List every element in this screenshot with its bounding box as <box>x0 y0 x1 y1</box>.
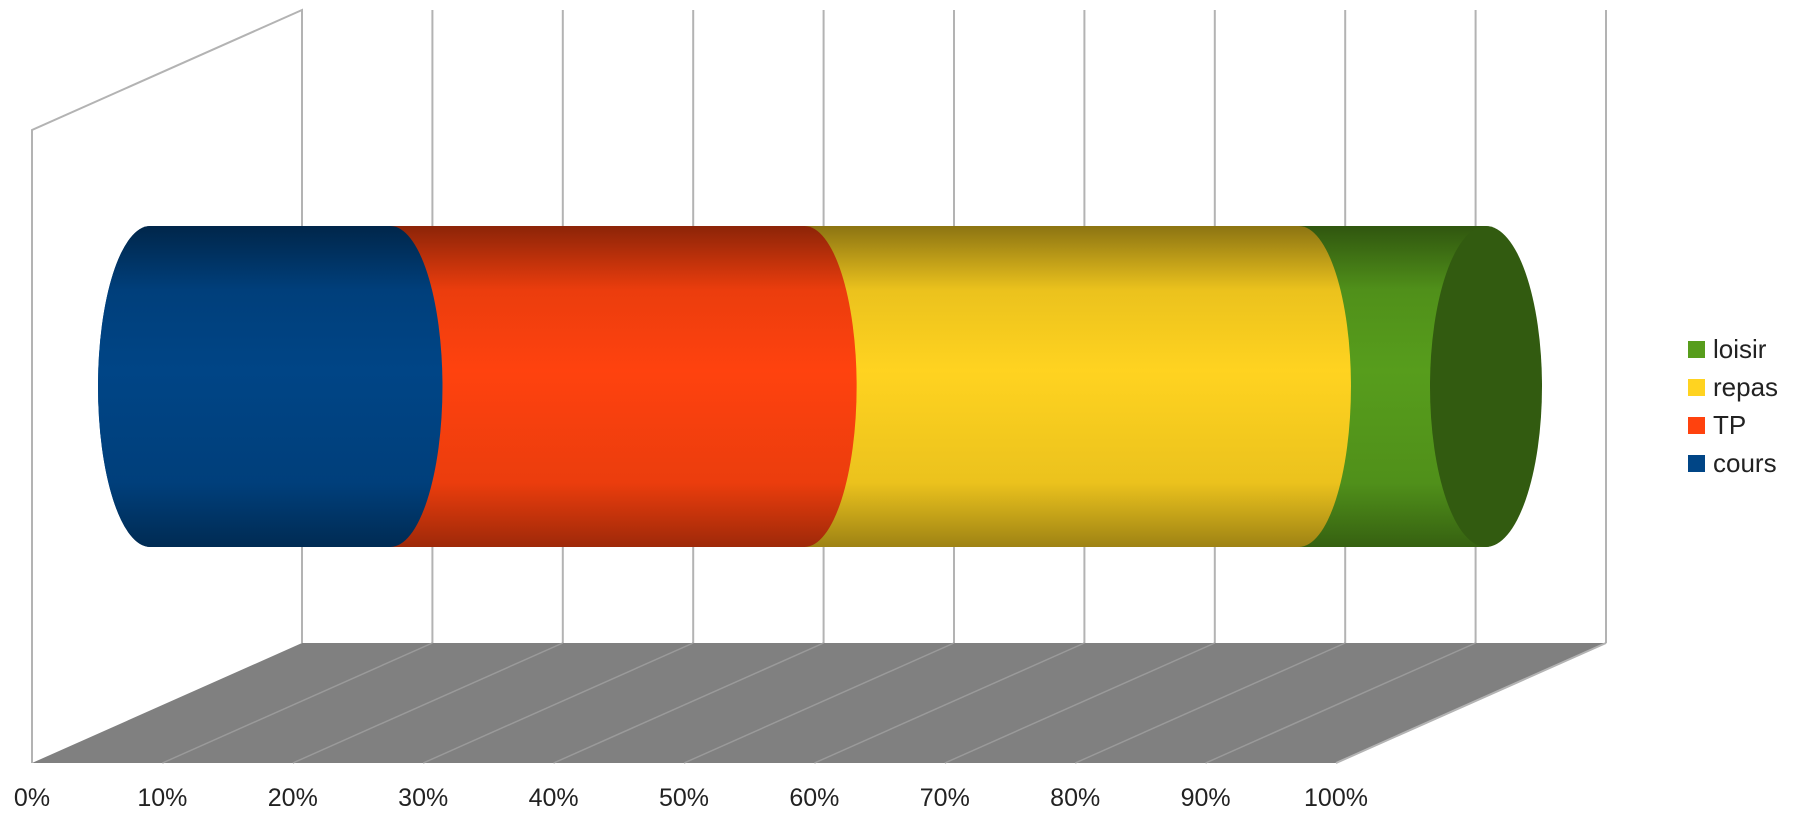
legend-label: loisir <box>1713 333 1767 364</box>
legend-item-repas: repas <box>1688 368 1778 406</box>
x-tick-label: 70% <box>920 784 970 812</box>
bar-segment-repas <box>752 226 1351 547</box>
x-tick-label: 20% <box>268 784 318 812</box>
x-tick-label: 10% <box>137 784 187 812</box>
legend-item-cours: cours <box>1688 444 1778 482</box>
bar-segment-tp <box>338 226 857 547</box>
bar-cap-right <box>1430 226 1542 547</box>
x-tick-label: 50% <box>659 784 709 812</box>
legend: loisir repas TP cours <box>1688 330 1778 482</box>
x-tick-label: 40% <box>529 784 579 812</box>
legend-swatch <box>1688 378 1705 396</box>
chart-bars <box>98 226 1542 547</box>
x-tick-label: 30% <box>398 784 448 812</box>
gridline-floor <box>814 642 1085 764</box>
legend-swatch <box>1688 454 1705 472</box>
legend-label: repas <box>1713 371 1779 402</box>
legend-label: TP <box>1713 409 1747 440</box>
x-tick-label: 80% <box>1050 784 1100 812</box>
gridline-floor <box>683 642 955 764</box>
x-tick-label: 60% <box>789 784 839 812</box>
gridline-floor <box>292 642 564 764</box>
gridline-floor <box>422 642 694 764</box>
gridline-floor <box>944 642 1216 764</box>
legend-label: cours <box>1713 447 1777 478</box>
legend-item-loisir: loisir <box>1688 330 1778 368</box>
x-axis-tick-labels: 0% 10% 20% 30% 40% 50% 60% 70% 80% 90% 100% <box>14 784 1368 812</box>
gridline-floor <box>553 642 824 764</box>
gridline-floor <box>1074 642 1346 764</box>
x-tick-label: 90% <box>1181 784 1231 812</box>
bar-segment-cours <box>98 226 443 547</box>
legend-item-tp: TP <box>1688 406 1778 444</box>
gridline-floor <box>1205 642 1476 764</box>
x-tick-label: 0% <box>14 784 50 812</box>
legend-swatch <box>1688 340 1705 358</box>
x-tick-label: 100% <box>1304 784 1368 812</box>
legend-swatch <box>1688 416 1705 434</box>
gridline-floor <box>162 642 433 764</box>
bar-cap-left <box>98 226 150 547</box>
